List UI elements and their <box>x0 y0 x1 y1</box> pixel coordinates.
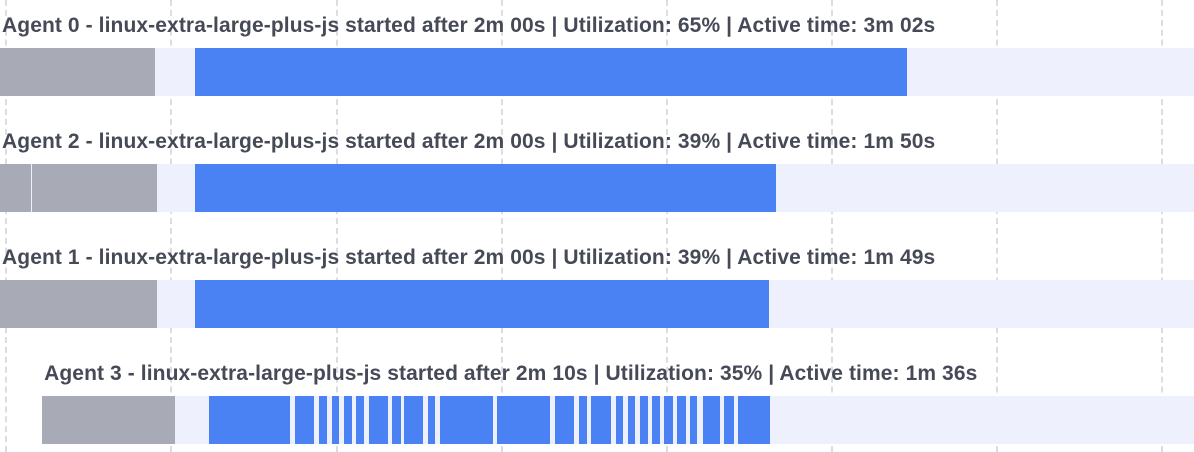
active-segment[interactable] <box>652 396 660 444</box>
gridline <box>996 0 998 452</box>
active-segment[interactable] <box>590 396 612 444</box>
agent-track <box>42 396 1194 444</box>
setup-segment[interactable] <box>0 280 158 328</box>
active-segment[interactable] <box>343 396 353 444</box>
gridline <box>5 0 7 452</box>
agent-label: Agent 0 - linux-extra-large-plus-js star… <box>2 14 936 37</box>
active-segment[interactable] <box>356 396 364 444</box>
active-segment[interactable] <box>627 396 635 444</box>
setup-segment[interactable] <box>0 48 155 96</box>
active-segment[interactable] <box>664 396 674 444</box>
agent-label: Agent 2 - linux-extra-large-plus-js star… <box>2 130 936 153</box>
active-segment[interactable] <box>579 396 587 444</box>
setup-segment[interactable] <box>42 396 176 444</box>
gridline <box>336 0 338 452</box>
active-segment[interactable] <box>368 396 389 444</box>
active-segment[interactable] <box>737 396 770 444</box>
agent-label: Agent 1 - linux-extra-large-plus-js star… <box>2 246 936 269</box>
active-segment[interactable] <box>439 396 493 444</box>
agent-track <box>0 48 1194 96</box>
agent-label: Agent 3 - linux-extra-large-plus-js star… <box>44 362 978 385</box>
active-segment[interactable] <box>615 396 623 444</box>
active-segment[interactable] <box>294 396 314 444</box>
active-segment[interactable] <box>639 396 649 444</box>
active-segment[interactable] <box>554 396 575 444</box>
active-segment[interactable] <box>677 396 686 444</box>
active-segment[interactable] <box>404 396 424 444</box>
active-segment[interactable] <box>195 48 908 96</box>
agent-track <box>0 164 1194 212</box>
active-segment[interactable] <box>496 396 550 444</box>
gridline <box>831 0 833 452</box>
gridline <box>501 0 503 452</box>
active-segment[interactable] <box>195 164 777 212</box>
agent-track <box>0 280 1194 328</box>
active-segment[interactable] <box>391 396 401 444</box>
setup-segment[interactable] <box>0 164 31 212</box>
active-segment[interactable] <box>209 396 291 444</box>
gridline <box>170 0 172 452</box>
gridline <box>1161 0 1163 452</box>
gridline <box>666 0 668 452</box>
active-segment[interactable] <box>319 396 327 444</box>
setup-segment[interactable] <box>31 164 158 212</box>
active-segment[interactable] <box>689 396 697 444</box>
active-segment[interactable] <box>723 396 734 444</box>
active-segment[interactable] <box>195 280 770 328</box>
active-segment[interactable] <box>427 396 435 444</box>
active-segment[interactable] <box>703 396 720 444</box>
active-segment[interactable] <box>331 396 339 444</box>
